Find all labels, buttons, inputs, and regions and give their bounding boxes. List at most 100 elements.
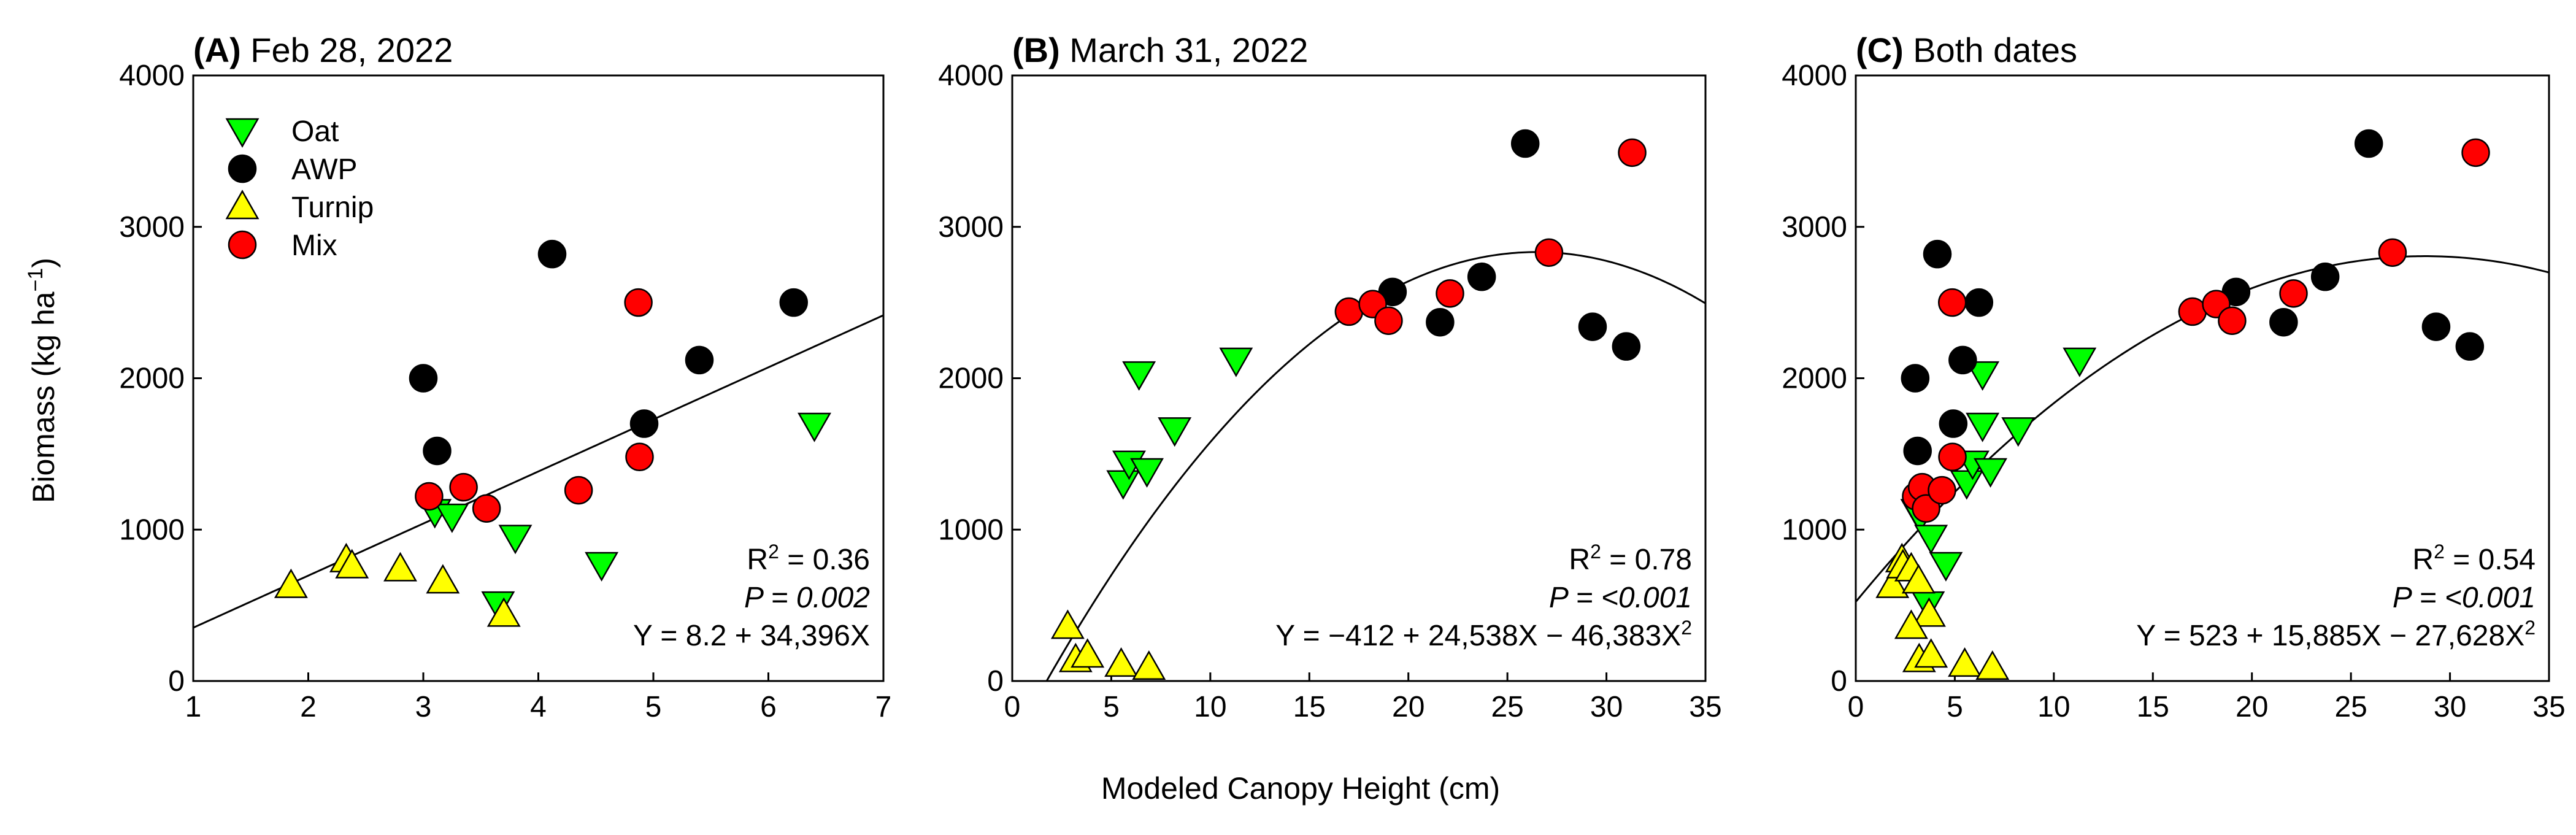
data-point-awp: [1939, 409, 1968, 438]
x-tick-label: 30: [1590, 691, 1623, 723]
legend-label-oat: Oat: [291, 115, 339, 148]
fit-equation-main: Y = −412 + 24,538X − 46,383X: [1275, 620, 1681, 652]
r-squared-value: = 0.36: [779, 544, 870, 576]
y-axis-title: Biomass (kg ha−1): [24, 258, 61, 503]
x-tick-label: 35: [1689, 691, 1721, 723]
data-point-awp: [1948, 345, 1977, 375]
r-squared: R2 = 0.54: [2412, 541, 2536, 576]
x-tick-label: 35: [2532, 691, 2565, 723]
x-tick-label: 5: [1947, 691, 1963, 723]
y-tick-label: 1000: [938, 514, 1004, 546]
chart-panel-3: (C) Both dates 0 1000 2000 3000 4000 0 5 10 15 20 2…: [1782, 31, 2565, 723]
y-tick-label: 1000: [1782, 514, 1847, 546]
data-point-turnip: [1894, 609, 1928, 639]
data-point-oat: [585, 552, 619, 582]
data-point-mix: [624, 288, 653, 317]
data-point-mix: [2279, 279, 2308, 308]
series-turnip: [1875, 542, 2010, 680]
y-tick-label: 3000: [1782, 211, 1847, 244]
x-tick-label: 25: [2334, 691, 2367, 723]
regression-line: [193, 314, 883, 629]
fit-equation-main: Y = 8.2 + 34,396X: [633, 620, 870, 652]
data-point-mix: [564, 475, 593, 505]
y-axis-title-close: ): [26, 258, 61, 268]
data-point-awp: [2269, 307, 2298, 337]
data-point-mix: [1937, 288, 1967, 317]
data-point-mix: [449, 472, 478, 502]
y-axis-title-superscript: −1: [24, 268, 47, 292]
panel-title-text: Both dates: [1904, 31, 2077, 69]
x-tick-label: 10: [2037, 691, 2070, 723]
data-point-oat: [498, 525, 533, 555]
series-mix: [1902, 138, 2490, 523]
chart-panel-2: (B) March 31, 2022 0 1000 2000 3000 4000 0 5 10 1…: [938, 31, 1721, 723]
data-point-oat: [2063, 347, 2097, 377]
data-point-oat: [435, 503, 469, 533]
data-point-awp: [1510, 129, 1540, 158]
p-value: P = <0.001: [1549, 582, 1692, 614]
data-point-awp: [629, 409, 659, 438]
data-point-mix: [1534, 238, 1564, 267]
x-tick-label: 0: [1848, 691, 1864, 723]
x-tick-label: 7: [875, 691, 892, 723]
data-point-awp: [1578, 312, 1607, 341]
data-point-awp: [423, 436, 452, 466]
y-tick-label: 4000: [119, 60, 185, 92]
data-point-oat: [2001, 417, 2036, 447]
data-point-awp: [1903, 436, 1932, 466]
data-point-mix: [2461, 138, 2490, 167]
x-tick-label: 20: [2236, 691, 2268, 723]
data-point-oat: [1130, 458, 1164, 488]
y-tick-label: 0: [168, 665, 185, 698]
fit-equation-main: Y = 523 + 15,885X − 27,628X: [2136, 620, 2524, 652]
data-point-mix: [1618, 138, 1647, 167]
data-point-awp: [1964, 288, 1994, 317]
data-point-oat: [1219, 347, 1253, 377]
r-squared-symbol: R: [2412, 544, 2434, 576]
panel-label: (A): [193, 31, 241, 69]
y-tick-label: 3000: [119, 211, 185, 244]
data-point-turnip: [1912, 597, 1946, 627]
x-tick-label: 5: [1103, 691, 1120, 723]
r-squared-superscript: 2: [768, 541, 779, 563]
y-tick-label: 4000: [938, 60, 1004, 92]
r-squared: R2 = 0.36: [747, 541, 870, 576]
series-awp: [409, 239, 808, 466]
data-point-turnip: [426, 564, 460, 594]
data-point-awp: [2455, 332, 2485, 361]
data-point-awp: [2421, 312, 2451, 341]
x-tick-label: 4: [530, 691, 547, 723]
data-point-turnip: [486, 597, 521, 627]
data-point-oat: [1914, 525, 1948, 555]
y-axis-title-main: Biomass (kg ha: [26, 291, 61, 503]
data-point-oat: [798, 412, 831, 442]
fit-equation-superscript: 2: [2524, 617, 2536, 639]
data-point-turnip: [1975, 650, 2010, 680]
x-tick-label: 0: [1004, 691, 1021, 723]
data-point-mix: [1928, 475, 1956, 505]
data-point-awp: [2310, 262, 2340, 291]
data-point-oat: [1106, 470, 1140, 500]
panel-label: (C): [1856, 31, 1904, 69]
y-tick-label: 0: [987, 665, 1004, 698]
data-point-turnip: [335, 548, 369, 579]
x-tick-label: 5: [645, 691, 662, 723]
data-point-turnip: [1132, 650, 1166, 680]
r-squared-value: = 0.54: [2445, 544, 2536, 576]
series-awp: [1378, 129, 1641, 361]
x-tick-label: 6: [760, 691, 777, 723]
panel-title-text: March 31, 2022: [1060, 31, 1309, 69]
data-point-awp: [779, 288, 808, 317]
data-point-turnip: [383, 552, 417, 582]
data-point-awp: [537, 239, 567, 269]
p-value: P = <0.001: [2393, 582, 2536, 614]
legend-marker-oat: [225, 118, 260, 148]
data-point-oat: [1929, 552, 1963, 582]
legend-marker-mix: [228, 230, 257, 260]
panel-title: (A) Feb 28, 2022: [193, 31, 453, 69]
data-point-turnip: [1901, 564, 1936, 594]
data-point-mix: [1374, 306, 1403, 335]
series-turnip: [274, 542, 521, 627]
series-turnip: [1050, 609, 1166, 680]
r-squared-superscript: 2: [2434, 541, 2445, 563]
